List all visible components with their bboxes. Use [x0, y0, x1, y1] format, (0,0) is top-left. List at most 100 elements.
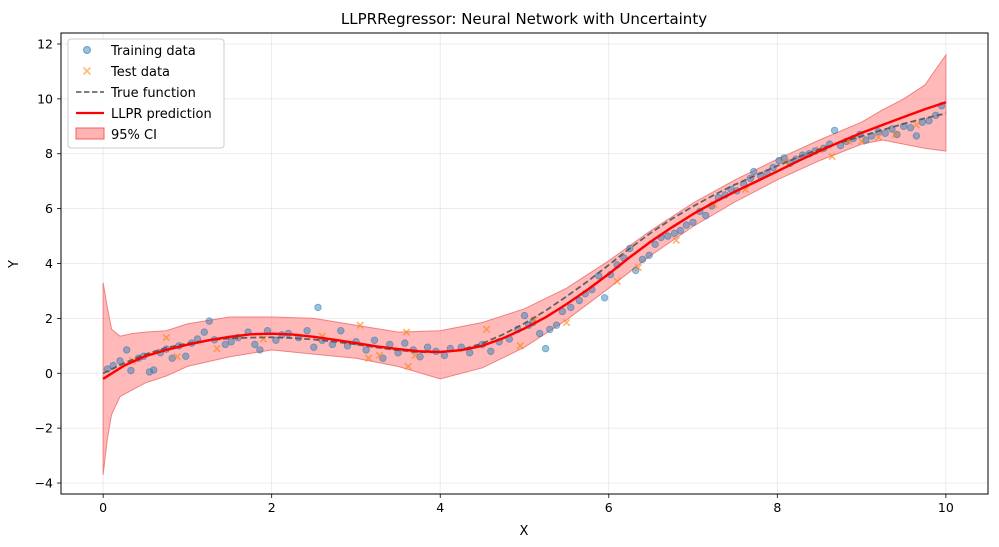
training-point [168, 354, 176, 362]
y-tick-label: −2 [35, 421, 53, 436]
true-function-line [102, 112, 947, 375]
ci-band-layer [102, 53, 947, 475]
y-tick-label: 12 [37, 36, 53, 51]
test-point [162, 333, 171, 342]
legend-label-test: Test data [110, 65, 170, 80]
y-tick-label: 2 [45, 311, 53, 326]
legend-label-ci: 95% CI [111, 128, 157, 143]
training-point [689, 218, 697, 226]
test-point [613, 277, 621, 286]
y-tick-label: −4 [35, 476, 53, 491]
legend-marker-training [83, 46, 91, 54]
y-axis-label: Y [7, 260, 22, 269]
training-point [567, 303, 575, 312]
y-tick-label: 0 [45, 366, 53, 381]
training-point [769, 163, 777, 172]
training-point [370, 336, 379, 344]
training-point [651, 240, 659, 248]
training-point [925, 117, 933, 125]
training-point [893, 130, 901, 139]
x-tick-label: 8 [773, 500, 781, 515]
training-point [181, 352, 190, 360]
test-point [173, 353, 182, 361]
test-point [912, 121, 921, 129]
training-point [272, 336, 280, 344]
x-axis-label: X [520, 524, 529, 539]
scatter-layer [103, 101, 946, 376]
test-point [411, 351, 419, 360]
x-tick-label: 6 [605, 500, 613, 515]
training-point [337, 327, 345, 335]
training-point [401, 339, 409, 347]
x-tick-label: 4 [436, 500, 444, 515]
training-point [256, 346, 264, 354]
test-point [356, 321, 364, 329]
y-tick-label: 8 [45, 146, 53, 161]
training-point [912, 132, 921, 140]
legend: Training data Test data True function LL… [67, 38, 225, 149]
training-point [520, 311, 529, 320]
training-point [145, 368, 154, 376]
y-tick-label: 6 [45, 201, 53, 216]
training-point [127, 366, 135, 375]
y-tick-label: 4 [45, 256, 53, 271]
training-point [251, 340, 259, 349]
training-point [558, 307, 567, 316]
training-point [227, 338, 235, 346]
test-point [402, 328, 411, 336]
legend-label-prediction: LLPR prediction [111, 107, 212, 122]
legend-patch-ci [75, 127, 105, 140]
test-point [516, 342, 525, 350]
training-point [221, 340, 229, 349]
training-point [466, 349, 474, 357]
test-point [634, 263, 643, 272]
training-point [487, 347, 495, 355]
training-point [676, 226, 685, 235]
test-point [562, 318, 571, 327]
training-point [881, 129, 889, 137]
legend-box [67, 38, 225, 149]
test-point [364, 354, 373, 362]
training-point [536, 329, 544, 338]
training-point [362, 346, 370, 354]
test-point [404, 362, 412, 371]
test-point [874, 133, 883, 142]
training-point [546, 325, 554, 334]
legend-label-true-function: True function [110, 86, 196, 101]
test-point [828, 152, 836, 161]
x-tick-label: 10 [938, 500, 954, 515]
training-point [314, 303, 322, 312]
training-point [702, 211, 710, 220]
lines-layer [102, 101, 947, 380]
training-point [600, 294, 609, 302]
training-point [638, 255, 647, 264]
test-point [857, 137, 866, 146]
test-point [672, 236, 680, 244]
training-point [541, 344, 550, 353]
prediction-line [102, 101, 947, 380]
test-point [213, 344, 221, 353]
legend-marker-test [82, 66, 92, 76]
training-point [575, 296, 583, 305]
ci-band [102, 53, 947, 475]
training-point [103, 365, 111, 373]
test-point [482, 325, 491, 334]
training-point [303, 327, 311, 335]
training-point [750, 167, 758, 176]
training-point [200, 328, 208, 336]
training-point [645, 251, 653, 259]
training-point [416, 353, 424, 361]
training-point [670, 229, 679, 237]
y-axis-ticks: −4 −2 0 2 4 6 8 10 12 [35, 36, 61, 491]
chart-title: LLPRRegressor: Neural Network with Uncer… [341, 10, 707, 28]
training-point [830, 126, 839, 135]
x-tick-label: 0 [99, 500, 107, 515]
training-point [122, 346, 131, 354]
y-tick-label: 10 [37, 91, 53, 106]
test-point [891, 130, 900, 139]
training-point [205, 317, 213, 325]
x-tick-label: 2 [268, 500, 276, 515]
training-point [310, 343, 318, 351]
test-point [375, 351, 384, 360]
